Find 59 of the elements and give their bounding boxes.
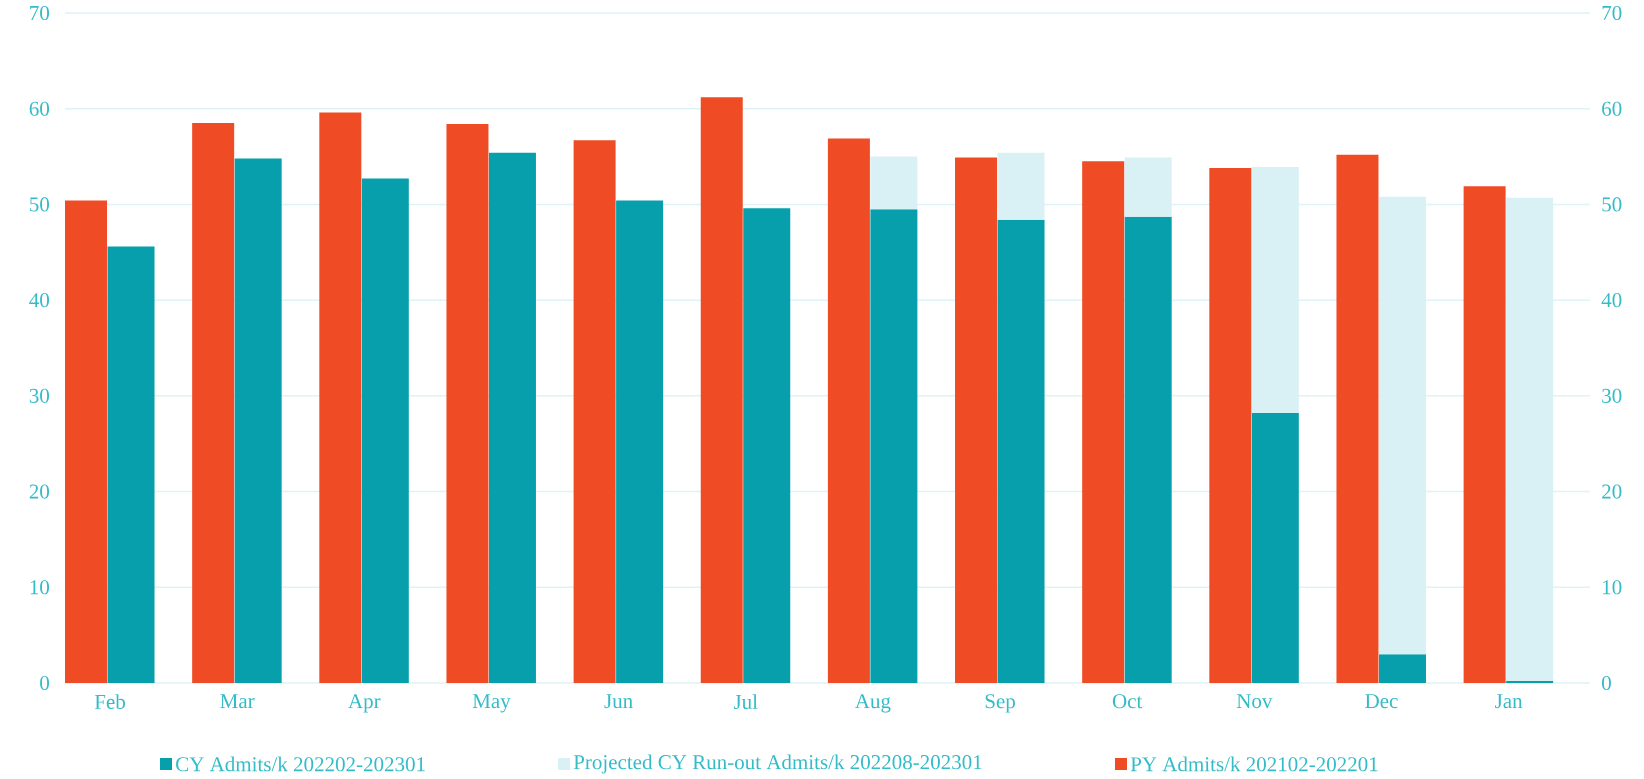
bar	[361, 178, 409, 683]
x-tick-label: Jan	[1495, 694, 1523, 709]
bar	[1378, 654, 1426, 683]
x-tick-label: May	[472, 694, 511, 713]
y2-tick-label: 0	[1602, 675, 1611, 691]
bar	[1378, 196, 1426, 655]
x-tick-label: Sep	[985, 694, 1015, 713]
y-tick-label: 30	[29, 388, 50, 403]
bar	[234, 158, 282, 683]
y2-tick-label: 30	[1602, 388, 1622, 403]
bar	[997, 219, 1045, 683]
y-tick-label: 70	[30, 5, 50, 21]
bar	[192, 123, 235, 683]
x-tick-label: Jul	[733, 694, 758, 709]
y-tick-label: 20	[29, 484, 50, 499]
bar	[827, 138, 870, 683]
y2-tick-label: 20	[1602, 484, 1622, 499]
bar	[1251, 413, 1299, 683]
bar	[1124, 157, 1172, 217]
bar	[488, 152, 536, 683]
x-tick-label: Dec	[1365, 694, 1398, 709]
bar	[446, 124, 489, 683]
y-tick-label: 50	[30, 197, 50, 212]
y-tick-label: 0	[40, 675, 50, 691]
bar	[700, 97, 743, 683]
y-tick-label: 10	[30, 580, 50, 595]
bar	[870, 156, 918, 210]
bar	[573, 140, 616, 683]
bar	[1336, 154, 1379, 683]
y2-tick-label: 60	[1602, 101, 1622, 116]
y-tick-label: 40	[29, 293, 50, 308]
bar	[1209, 168, 1252, 683]
bar	[616, 200, 664, 683]
y2-tick-label: 70	[1602, 5, 1622, 21]
y2-tick-label: 10	[1603, 580, 1622, 595]
bar	[870, 209, 918, 683]
y2-tick-label: 40	[1601, 293, 1622, 308]
y2-tick-label: 50	[1602, 197, 1622, 212]
bar	[1124, 216, 1172, 683]
x-tick-label: Mar	[220, 694, 255, 709]
x-tick-label: Jun	[604, 694, 633, 709]
x-tick-label: Nov	[1236, 694, 1273, 709]
y-tick-label: 60	[29, 101, 50, 116]
legend-label: CY Admits/k 202202-202301	[176, 756, 425, 772]
bar	[1463, 186, 1506, 683]
bar	[1082, 161, 1125, 683]
x-tick-label: Aug	[855, 694, 891, 713]
bar	[955, 157, 998, 683]
bar	[107, 246, 155, 683]
x-tick-label: Feb	[94, 694, 125, 709]
bar	[319, 112, 362, 683]
legend-label: Projected CY Run-out Admits/k 202208-202301	[573, 754, 982, 774]
x-tick-label: Apr	[348, 694, 381, 713]
bar	[1251, 167, 1299, 414]
bar	[65, 200, 108, 683]
legend-label: PY Admits/k 202102-202201	[1130, 756, 1378, 772]
bar	[997, 152, 1045, 220]
bar	[743, 208, 791, 683]
x-tick-label: Oct	[1112, 694, 1143, 709]
